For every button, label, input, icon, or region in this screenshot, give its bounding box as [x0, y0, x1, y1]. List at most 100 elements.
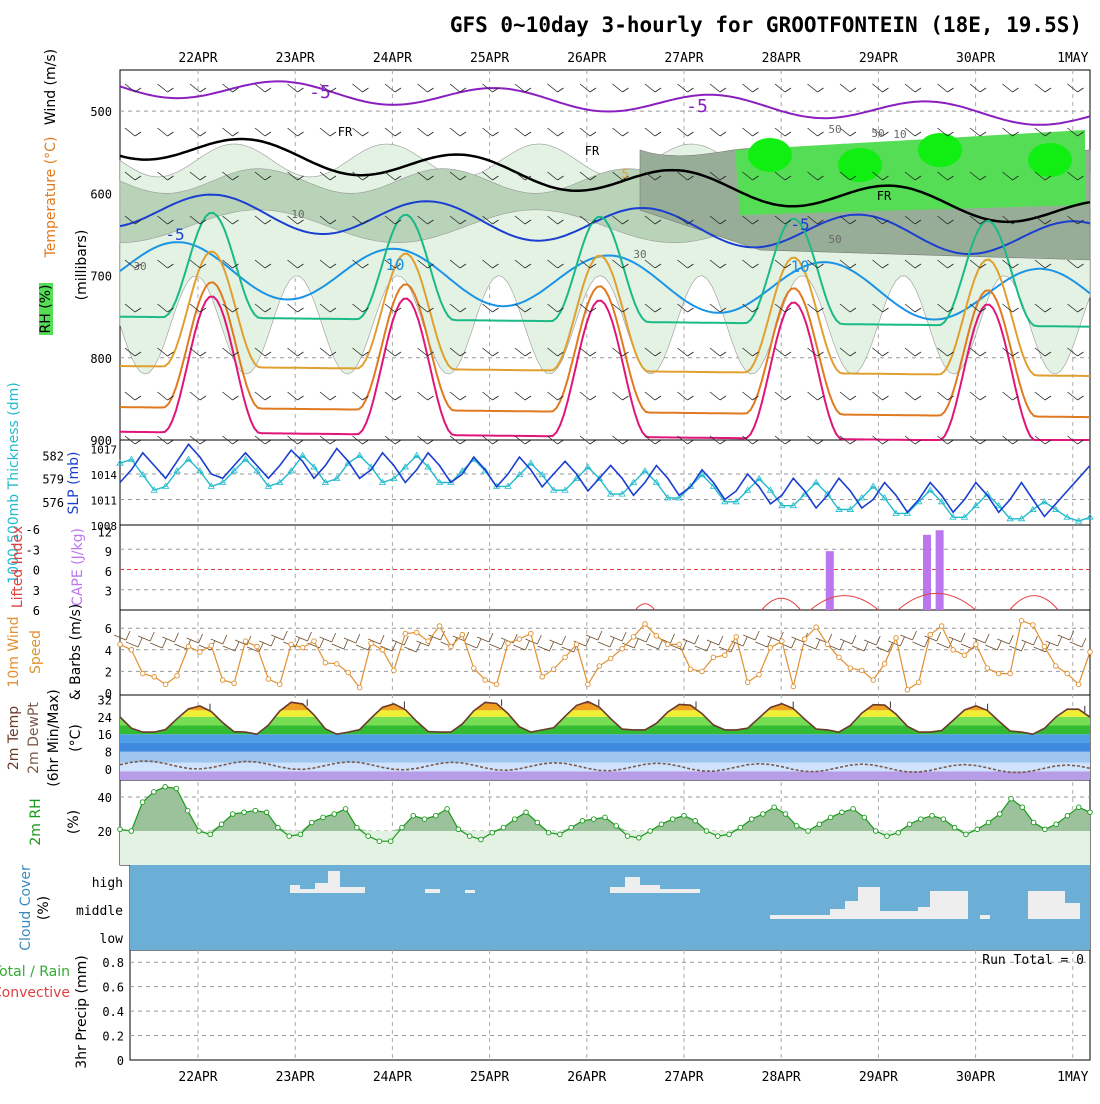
rh2m-line-marker [1053, 821, 1059, 827]
wind-barb [774, 127, 792, 137]
wind-barb [1034, 347, 1052, 357]
temp-tick-label: 8 [105, 746, 112, 760]
wind10-line-marker [117, 641, 123, 648]
wind10-line-marker [493, 681, 500, 688]
wind10-barb [1057, 630, 1075, 641]
wind10-line-marker [779, 638, 785, 644]
wind-barb [319, 435, 337, 445]
wind10-barb [609, 631, 627, 642]
rh2m-line-marker [1075, 804, 1082, 810]
thickness-line-marker [333, 474, 341, 482]
wind-barb [287, 435, 304, 445]
wind10-line-marker [1018, 617, 1025, 624]
rh2m-line-marker [963, 831, 969, 838]
wind-barb [904, 127, 922, 137]
wind10-line-marker [128, 647, 135, 653]
wind-barb [124, 391, 142, 401]
rh2m-line-marker [557, 831, 563, 838]
rh2m-line-marker [748, 816, 755, 822]
wind10-tick-label: 0 [105, 687, 112, 701]
wind10-line-marker [425, 638, 431, 644]
cloud-middle-block [1028, 891, 1065, 919]
wind10-barb [476, 632, 494, 643]
rh2m-line-marker [444, 806, 450, 812]
thickness-line-marker [538, 470, 546, 478]
wind-barb [482, 259, 499, 269]
rh2m-line-marker [715, 833, 721, 839]
cloud-middle-block [830, 909, 845, 919]
thickness-line-marker [435, 478, 444, 485]
rh2m-line-marker [218, 821, 225, 827]
rh2m-line-marker [534, 819, 541, 826]
wind10-line-marker [539, 674, 545, 680]
top-day-label: 1MAY [1057, 51, 1088, 66]
rh2m-line-marker [579, 818, 586, 824]
wind-barb [807, 83, 824, 93]
thickness-line-marker [880, 494, 889, 501]
top-day-label: 24APR [373, 51, 412, 66]
wind-barb [644, 303, 662, 313]
rh2m-line-marker [805, 828, 811, 834]
wind-barb [514, 303, 532, 313]
wind-barb [839, 83, 857, 93]
rh2m-line-marker [669, 816, 676, 822]
bottom-day-label: 24APR [373, 1070, 412, 1085]
wind-barb [287, 127, 304, 137]
top-day-label: 28APR [762, 51, 801, 66]
rh2m-line-marker [1030, 819, 1037, 826]
slp-tick-label: 1008 [91, 520, 118, 533]
wind-barb [742, 303, 759, 313]
wind-barb [319, 303, 337, 313]
wind-barb [222, 435, 239, 445]
rh-ylabel: RH (%) [38, 285, 54, 334]
wind-barb [482, 347, 499, 357]
cape-tick-label: 12 [98, 526, 112, 540]
wind10-barb [743, 630, 760, 641]
wind-barb [774, 303, 792, 313]
wind10-line-marker [436, 623, 443, 629]
li-ylabel: Lifted Index [10, 526, 26, 608]
wind-barb [774, 215, 792, 225]
precip-tick-label: 0 [117, 1054, 124, 1068]
wind10-barb [755, 637, 772, 648]
wind10-line-marker [984, 665, 991, 671]
cloud-middle-block [845, 901, 858, 919]
wind-barb [222, 347, 239, 357]
wind-barb [904, 303, 922, 313]
wind10-line-marker [859, 667, 865, 674]
thickness-line-marker [401, 463, 410, 470]
wind10-barb [936, 638, 954, 649]
wind-barb [384, 347, 402, 357]
wind-barb [319, 347, 337, 357]
wind-barb [579, 127, 597, 137]
wind-barb [644, 83, 662, 93]
wind-barb [222, 127, 239, 137]
wind10-barb [343, 633, 361, 644]
precip-total-label: Total / Rain [0, 964, 70, 980]
panel-frame-wind [119, 609, 1091, 696]
wind-barb [807, 215, 824, 225]
rh2m-line-marker [985, 819, 992, 826]
wind-barb [352, 171, 369, 181]
wind-barb [189, 347, 207, 357]
thickness-line-marker [755, 474, 763, 482]
rh2m-line-marker [196, 828, 202, 834]
bottom-day-label: 1MAY [1057, 1070, 1088, 1085]
thickness-line-marker [515, 470, 524, 478]
wind-barb [189, 171, 207, 181]
wind-barb [482, 83, 499, 93]
wind-barb [774, 259, 792, 269]
thickness-line-marker [652, 478, 661, 485]
cloud-high-block [625, 877, 640, 893]
cloud-level-label: high [92, 876, 123, 891]
precip-ylabel: 3hr Precip (mm) [74, 955, 90, 1068]
wind10-line-marker [288, 641, 294, 648]
rh2m-line-marker [726, 831, 732, 838]
wind-barb [254, 215, 272, 225]
rh2m-line-marker [1064, 812, 1071, 819]
isotherm-label: FR [338, 125, 353, 139]
thickness-line-marker [618, 490, 626, 497]
wind10-barb [912, 637, 929, 648]
wind-barb [124, 127, 142, 137]
cloud-high-block [290, 885, 300, 893]
